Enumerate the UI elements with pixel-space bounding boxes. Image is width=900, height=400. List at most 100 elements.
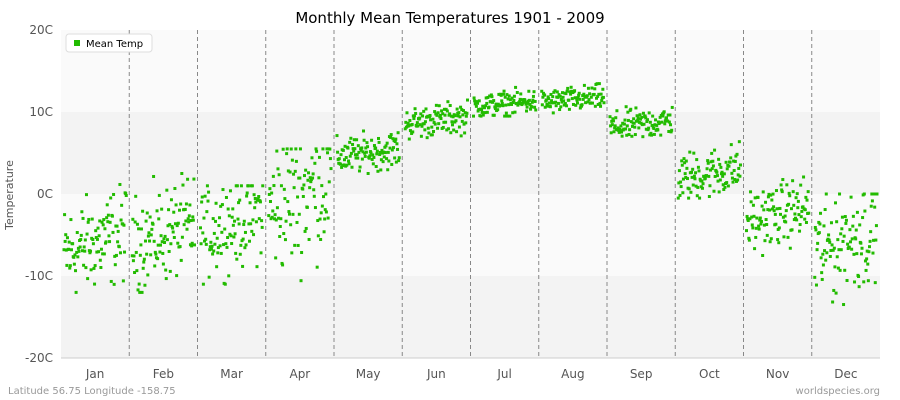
data-point xyxy=(485,110,489,114)
data-point xyxy=(573,89,577,93)
data-point xyxy=(588,92,592,96)
data-point xyxy=(319,237,323,241)
data-point xyxy=(855,252,859,256)
data-point xyxy=(201,231,205,235)
data-point xyxy=(218,244,222,248)
data-point xyxy=(75,231,79,235)
data-point xyxy=(698,196,702,200)
data-point xyxy=(709,168,713,172)
data-point xyxy=(689,190,693,194)
data-point xyxy=(768,240,772,244)
data-point xyxy=(315,149,319,153)
x-tick-label-mar: Mar xyxy=(220,367,243,381)
data-point xyxy=(325,147,329,151)
data-point xyxy=(788,246,792,250)
data-point xyxy=(781,178,785,182)
data-point xyxy=(191,218,195,222)
data-point xyxy=(556,95,560,99)
data-point xyxy=(805,198,809,202)
data-point xyxy=(846,242,850,246)
data-point xyxy=(215,236,219,240)
data-point xyxy=(457,125,461,129)
data-point xyxy=(850,237,854,241)
data-point xyxy=(464,121,468,125)
data-point xyxy=(295,220,299,224)
data-point xyxy=(148,215,152,219)
data-point xyxy=(589,101,593,105)
data-point xyxy=(859,252,863,256)
data-point xyxy=(761,254,765,257)
data-point xyxy=(476,109,480,113)
data-point xyxy=(302,183,306,187)
data-point xyxy=(707,174,711,178)
data-point xyxy=(578,97,582,101)
data-point xyxy=(750,223,754,227)
data-point xyxy=(94,236,98,240)
data-point xyxy=(667,120,671,124)
data-point xyxy=(149,233,153,237)
data-point xyxy=(267,214,271,218)
data-point xyxy=(321,147,325,151)
data-point xyxy=(96,226,100,230)
data-point xyxy=(150,227,154,231)
data-point xyxy=(723,185,727,189)
data-point xyxy=(715,174,719,178)
footer-source[interactable]: worldspecies.org xyxy=(796,386,880,397)
data-point xyxy=(801,205,805,209)
x-tick-label-may: May xyxy=(356,367,381,381)
data-point xyxy=(775,207,779,211)
data-point xyxy=(456,114,460,118)
data-point xyxy=(119,218,123,222)
data-point xyxy=(864,268,868,272)
data-point xyxy=(142,260,146,264)
data-point xyxy=(231,223,235,227)
data-point xyxy=(113,263,117,267)
data-point xyxy=(531,98,535,102)
data-point xyxy=(353,147,357,151)
data-point xyxy=(241,237,245,241)
data-point xyxy=(708,184,712,188)
data-point xyxy=(282,232,286,236)
data-point xyxy=(304,168,308,172)
data-point xyxy=(737,166,741,170)
data-point xyxy=(157,217,161,221)
data-point xyxy=(860,246,864,250)
data-point xyxy=(329,167,333,171)
data-point xyxy=(175,224,179,228)
data-point xyxy=(191,215,195,219)
data-point xyxy=(224,242,228,246)
data-point xyxy=(600,99,604,103)
data-point xyxy=(441,112,445,116)
data-point xyxy=(523,100,527,104)
data-point xyxy=(629,120,633,124)
data-point xyxy=(386,168,390,172)
data-point xyxy=(566,86,570,90)
data-point xyxy=(498,103,502,107)
data-point xyxy=(313,161,317,165)
data-point xyxy=(172,235,176,239)
data-point xyxy=(838,192,842,196)
data-point xyxy=(63,239,67,243)
data-point xyxy=(314,147,318,151)
data-point xyxy=(836,266,840,270)
data-point xyxy=(120,203,124,207)
data-point xyxy=(472,96,476,100)
data-point xyxy=(117,245,121,249)
legend[interactable]: Mean Temp xyxy=(65,33,153,53)
data-point xyxy=(300,251,304,255)
data-point xyxy=(291,212,295,216)
data-point xyxy=(527,89,531,93)
data-point xyxy=(423,128,427,132)
plot-band xyxy=(61,30,880,112)
data-point xyxy=(235,257,239,261)
data-point xyxy=(764,200,768,204)
data-point xyxy=(565,104,569,108)
data-point xyxy=(247,222,251,226)
data-point xyxy=(216,251,220,255)
data-point xyxy=(76,255,80,259)
data-point xyxy=(788,194,792,198)
data-point xyxy=(821,252,825,256)
data-point xyxy=(484,104,488,108)
data-point xyxy=(168,223,172,227)
data-point xyxy=(870,192,874,196)
